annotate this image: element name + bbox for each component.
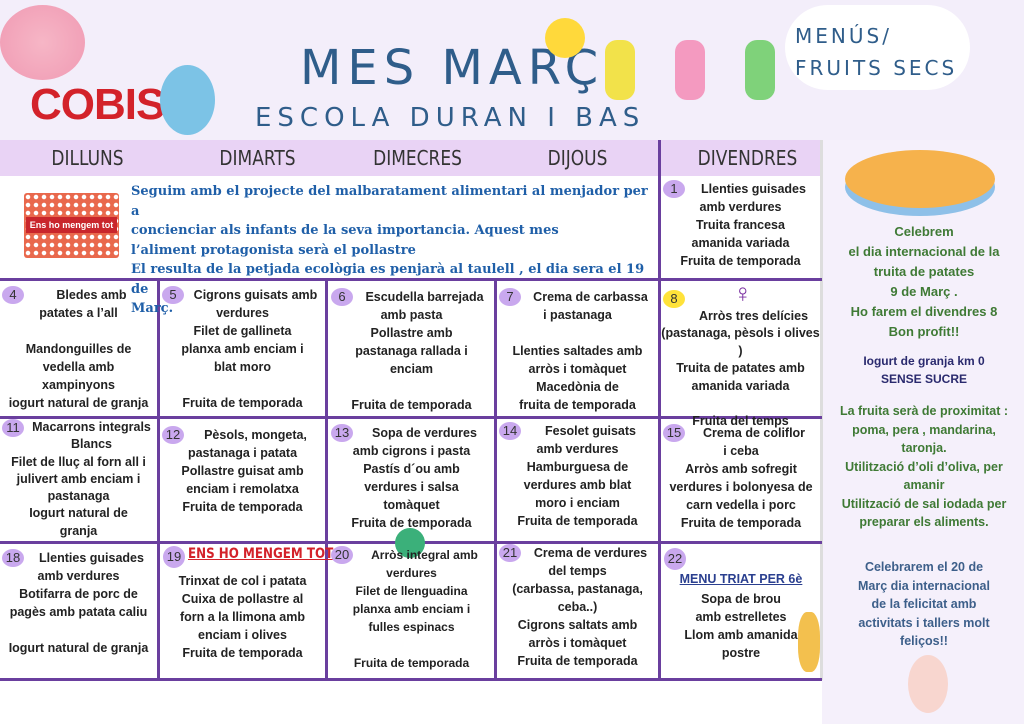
menu-cell-7: 7 Crema de carbassa i pastanaga Llenties … — [497, 284, 658, 414]
menu-cell-12: 12 Pèsols, mongeta, pastanaga i patata Po… — [160, 422, 325, 516]
sun-icon — [545, 18, 585, 58]
day-tuesday: DIMARTS — [183, 140, 332, 176]
fruit-note: La fruita serà de proximitat : poma, per… — [839, 404, 1009, 529]
grid-line — [0, 278, 822, 281]
day-number: 13 — [331, 424, 353, 442]
grid-line — [157, 280, 160, 680]
menu-text: Fesolet guisats amb verdures Hamburguesa… — [517, 424, 638, 528]
day-number: 14 — [499, 422, 521, 440]
menu-cell-6: 6 Escudella barrejada amb pasta Pollastre… — [329, 284, 494, 414]
menu-cell-22: Sopa de brou amb estrelletes Llom amb am… — [661, 586, 821, 662]
day-number: 15 — [663, 424, 685, 442]
day-number: 12 — [162, 426, 184, 444]
happy-person-icon — [908, 655, 948, 713]
tortilla-image — [845, 150, 995, 208]
menu-text: Llenties guisades amb verdures Botifarra… — [8, 551, 149, 655]
day-monday: DILLUNS — [13, 140, 162, 176]
grid-line — [0, 416, 822, 419]
menu-cell-18: 18 Llenties guisades amb verdures Botifar… — [0, 545, 157, 657]
tortilla-day-note: Celebrem el dia internacional de la trui… — [848, 224, 1000, 339]
menu-cell-1: 1 Llenties guisades amb verdures Truita f… — [661, 176, 820, 270]
menu-text: Llenties guisades amb verdures Truita fr… — [680, 182, 806, 268]
day-number: 6 — [331, 288, 353, 306]
menu-text: Cigrons guisats amb verdures Filet de ga… — [181, 288, 318, 410]
menu-text: Bledes amb patates a l’all Mandonguilles… — [8, 288, 149, 410]
cloud-icon — [785, 5, 970, 90]
menu-text: Crema de verdures del temps (carbassa, p… — [512, 546, 648, 668]
menu-cell-13: 13 Sopa de verdures amb cigrons i pasta P… — [329, 420, 494, 532]
menu-text: Arròs integral amb verdures Filet de lle… — [352, 548, 478, 670]
image-label: Ens ho mengem tot — [26, 217, 117, 233]
menu-text: Crema de carbassa i pastanaga Llenties s… — [512, 290, 648, 412]
menu-text: Sopa de brou amb estrelletes Llom amb am… — [684, 592, 798, 660]
day-number: 4 — [2, 286, 24, 304]
child-figure — [745, 40, 775, 100]
day-number: 5 — [162, 286, 184, 304]
day-number: 8 — [663, 290, 685, 308]
menu-text: Sopa de verdures amb cigrons i pasta Pas… — [351, 426, 477, 530]
menu-cell-19: Trinxat de col i patata Cuixa de pollast… — [160, 568, 325, 662]
menu-cell-8: 8 Arròs tres delícies (pastanaga, pèsols… — [661, 286, 820, 430]
menu-cell-15: 15 Crema de coliflor i ceba Arròs amb sof… — [661, 420, 821, 532]
grid-line — [0, 678, 822, 681]
menu-cell-20: 20 Arròs integral amb verdures Filet de l… — [329, 542, 494, 672]
day-friday: DIVENDRES — [673, 140, 822, 176]
menu-cell-21: 21 Crema de verdures del temps (carbassa,… — [497, 540, 658, 670]
blossom-tree-icon — [0, 5, 85, 80]
menu-cell-4: 4 Bledes amb patates a l’all Mandonguille… — [0, 282, 157, 412]
menu-triat-heading: MENU TRIAT PER 6è — [679, 572, 803, 586]
day-number: 22 — [664, 548, 686, 570]
grid-line — [494, 280, 497, 680]
menu-text: Arròs tres delícies (pastanaga, pèsols i… — [661, 308, 820, 428]
day-wednesday: DIMECRES — [343, 140, 492, 176]
grid-line — [658, 140, 661, 680]
ens-ho-mengem-tot-image: Ens ho mengem tot — [24, 193, 119, 258]
grid-line — [820, 140, 823, 680]
easter-basket-icon — [798, 612, 820, 672]
child-figure — [605, 40, 635, 100]
intro-text: Seguim amb el projecte del malbaratament… — [131, 184, 648, 316]
sidebar-panel — [822, 140, 1024, 724]
day-number: 20 — [331, 546, 353, 564]
day-number: 21 — [499, 544, 521, 562]
day-thursday: DIJOUS — [503, 140, 652, 176]
day-number: 19 — [163, 546, 185, 568]
day-number: 18 — [2, 549, 24, 567]
day-number: 7 — [499, 288, 521, 306]
menu-text: Escudella barrejada amb pasta Pollastre … — [351, 290, 484, 412]
menu-text: Trinxat de col i patata Cuixa de pollast… — [178, 574, 307, 660]
yogurt-note: Iogurt de granja km 0 SENSE SUCRE — [863, 354, 985, 386]
school-name: ESCOLA DURAN I BAS — [255, 103, 646, 133]
menu-cell-11: 11 Macarrons integrals Blancs Filet de ll… — [0, 417, 157, 540]
female-symbol-icon: ♀ — [733, 278, 753, 308]
day-number: 11 — [2, 419, 24, 437]
fish-chef-icon — [160, 65, 215, 135]
ens-ho-mengem-tot-heading: ENS HO MENGEM TOT — [188, 546, 334, 562]
menu-text: Crema de coliflor i ceba Arròs amb sofre… — [669, 426, 813, 530]
menu-cell-14: 14 Fesolet guisats amb verdures Hamburgue… — [497, 418, 658, 530]
menu-badge: MENÚS/ FRUITS SECS — [795, 24, 958, 80]
children-illustration — [600, 20, 800, 120]
happiness-day-note: Celebrarem el 20 de Març dia internacion… — [858, 560, 990, 648]
grid-line — [325, 280, 328, 680]
menu-cell-5: 5 Cigrons guisats amb verdures Filet de g… — [160, 282, 325, 412]
menu-text: Pèsols, mongeta, pastanaga i patata Poll… — [181, 428, 307, 514]
day-number: 1 — [663, 180, 685, 198]
menu-text: Macarrons integrals Blancs Filet de lluç… — [11, 420, 151, 538]
child-figure — [675, 40, 705, 100]
smiley-icon — [395, 528, 425, 558]
